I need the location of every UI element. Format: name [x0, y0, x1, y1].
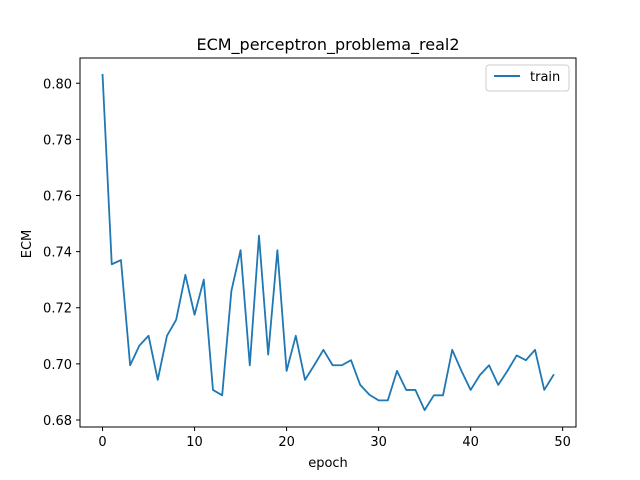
- y-tick-label-0.72: 0.72: [43, 302, 72, 317]
- plot-area: [101, 73, 555, 412]
- series-line-train: [101, 73, 555, 412]
- y-tick-label-0.78: 0.78: [43, 133, 72, 148]
- x-axis-label: epoch: [308, 456, 348, 471]
- legend: train: [485, 64, 570, 92]
- x-tick-label-30: 30: [370, 435, 387, 450]
- legend-label-train: train: [530, 70, 560, 85]
- y-tick-label-0.76: 0.76: [43, 189, 72, 204]
- x-tick-label-40: 40: [462, 435, 479, 450]
- x-tick-label-10: 10: [186, 435, 203, 450]
- chart-title: ECM_perceptron_problema_real2: [196, 35, 459, 55]
- x-tick-label-0: 0: [98, 435, 106, 450]
- x-axis: 0 10 20 30 40 50: [98, 427, 571, 450]
- y-axis-label: ECM: [20, 230, 35, 259]
- y-tick-label-0.68: 0.68: [43, 414, 72, 429]
- y-axis: 0.68 0.70 0.72 0.74 0.76 0.78 0.80: [43, 77, 80, 429]
- axes-frame: [79, 57, 577, 428]
- y-tick-label-0.80: 0.80: [43, 77, 72, 92]
- y-tick-label-0.74: 0.74: [43, 246, 72, 261]
- x-tick-label-50: 50: [554, 435, 571, 450]
- y-tick-label-0.70: 0.70: [43, 358, 72, 373]
- legend-box: [485, 64, 570, 92]
- x-tick-label-20: 20: [278, 435, 295, 450]
